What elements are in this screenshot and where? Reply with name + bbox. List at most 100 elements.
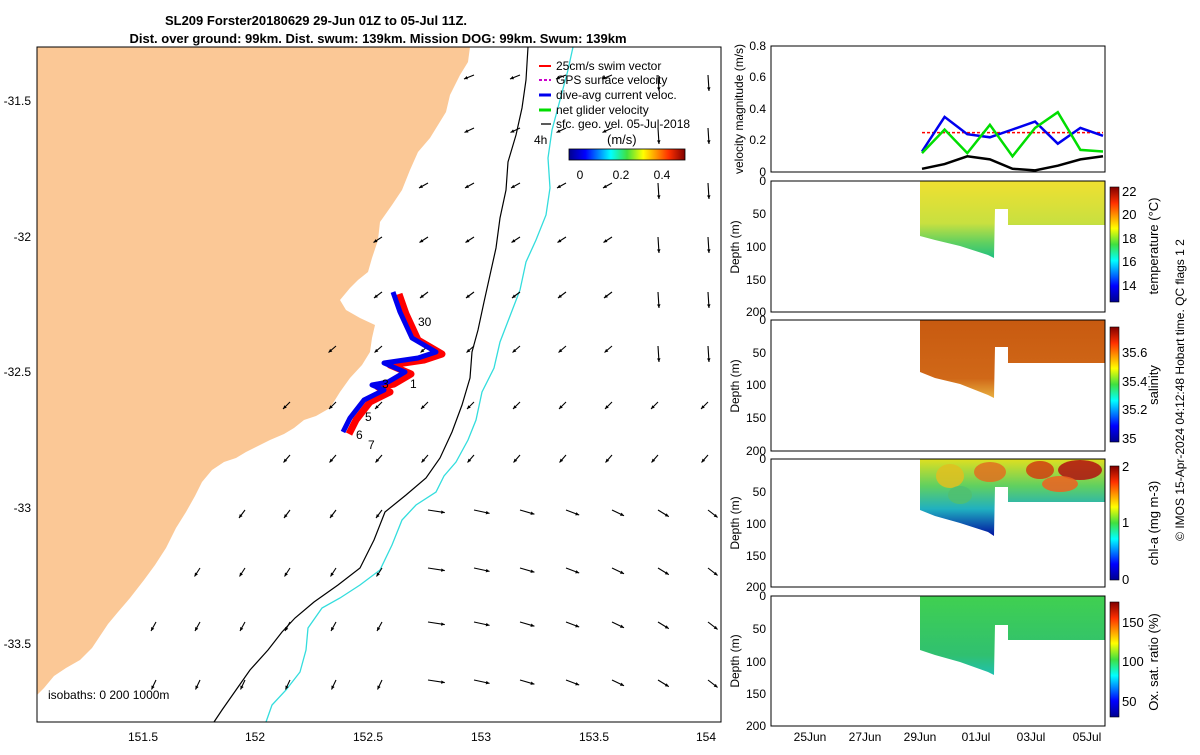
- velocity-arrowhead: [419, 184, 423, 188]
- chl-patch: [1058, 460, 1102, 480]
- velocity-arrowhead: [376, 572, 380, 577]
- velocity-arrowhead: [530, 569, 535, 573]
- vel-ytick-0: 0: [759, 165, 766, 179]
- velocity-line-geo: [921, 155, 1104, 172]
- time-tick-3: 01Jul: [962, 730, 991, 744]
- chla-panel: chl-a (mg m-3) 0 1 2 0 50 100 150 200 De…: [728, 452, 1161, 594]
- velocity-arrowhead: [657, 140, 661, 144]
- velocity-arrowhead: [329, 458, 334, 463]
- glider-track: [340, 291, 446, 436]
- velocity-arrowhead: [467, 405, 471, 409]
- legend-item-net: net glider velocity: [539, 103, 649, 117]
- chl-colorbar: [1109, 465, 1120, 581]
- legend-label-dive-avg: dive-avg current veloc.: [556, 88, 677, 102]
- title-line2: Dist. over ground: 99km. Dist. swum: 139…: [129, 31, 626, 46]
- velocity-arrowhead: [485, 622, 490, 627]
- velocity-arrowhead: [664, 513, 669, 517]
- velocity-arrowhead: [374, 348, 379, 353]
- velocity-arrowhead: [530, 681, 535, 685]
- velocity-arrowhead: [575, 570, 580, 574]
- time-tick-5: 05Jul: [1073, 730, 1102, 744]
- velocity-frame: [770, 45, 1106, 173]
- ox-ytick-4: 200: [746, 719, 766, 733]
- chl-cbar-tick-2: 2: [1122, 459, 1129, 474]
- day-label-7: 7: [368, 438, 375, 452]
- legend-item-swim: 25cm/s swim vector: [539, 59, 661, 73]
- velocity-arrowhead: [603, 239, 608, 243]
- vel-ytick-2: 0.4: [749, 102, 766, 116]
- velocity-arrowhead: [556, 129, 561, 133]
- velocity-line-net: [921, 110, 1104, 159]
- map-legend: 25cm/s swim vector GPS surface velocity …: [539, 59, 690, 131]
- velocity-arrowhead: [620, 570, 624, 574]
- ox-ytick-1: 50: [753, 622, 767, 636]
- temp-colorbar: [1109, 186, 1120, 303]
- chl-cbar-tick-0: 0: [1122, 572, 1129, 587]
- temp-cbar-tick-2: 18: [1122, 231, 1136, 246]
- velocity-arrowhead: [513, 458, 518, 463]
- velocity-arrowhead: [620, 512, 624, 516]
- chl-ytick-3: 150: [746, 549, 766, 563]
- ox-frame: [770, 595, 1106, 727]
- sal-cbar-tick-3: 35.6: [1122, 345, 1147, 360]
- velocity-arrowhead: [377, 685, 381, 690]
- time-tick-1: 27Jun: [849, 730, 882, 744]
- velocity-arrowhead: [510, 76, 514, 80]
- velocity-arrowhead: [651, 405, 655, 409]
- sal-ytick-2: 100: [746, 378, 766, 392]
- velocity-arrowhead: [604, 348, 609, 353]
- chl-patch: [1042, 476, 1078, 492]
- temp-ytick-0: 0: [759, 174, 766, 188]
- velocity-arrowhead: [375, 405, 379, 409]
- velocity-arrowhead: [657, 195, 661, 199]
- ox-ytick-0: 0: [759, 589, 766, 603]
- velocity-arrowhead: [558, 348, 563, 353]
- velocity-arrowhead: [602, 76, 606, 80]
- ox-cbar-label: Ox. sat. ratio (%): [1146, 613, 1161, 711]
- legend-label-swim: 25cm/s swim vector: [556, 59, 661, 73]
- map-colorbar-tick-0: 0: [577, 168, 584, 182]
- velocity-arrowhead: [664, 683, 669, 687]
- velocity-arrowhead: [330, 514, 334, 518]
- velocity-arrowhead: [559, 405, 563, 409]
- map-colorbar-tick-2: 0.4: [654, 168, 671, 182]
- map-xtick-5: 154: [696, 730, 716, 744]
- velocity-arrowhead: [377, 627, 381, 631]
- ox-cbar-tick-0: 50: [1122, 694, 1136, 709]
- sal-cbar-tick-2: 35.4: [1122, 374, 1147, 389]
- velocity-panel: 0 0.2 0.4 0.6 0.8 velocity magnitude (m/…: [732, 39, 1106, 179]
- velocity-arrowhead: [511, 239, 516, 243]
- ox-colorbar: [1109, 601, 1120, 718]
- isobaths-label: isobaths: 0 200 1000m: [48, 688, 169, 702]
- legend-item-geo: sfc. geo. vel. 05-Jul-2018: [541, 117, 690, 131]
- sal-frame: [770, 319, 1106, 452]
- chl-ytick-4: 200: [746, 580, 766, 594]
- velocity-arrowhead: [707, 358, 711, 362]
- velocity-arrowhead: [575, 682, 580, 686]
- velocity-arrowhead: [194, 572, 198, 577]
- vel-ylabel: velocity magnitude (m/s): [732, 44, 746, 174]
- vel-ytick-4: 0.8: [749, 39, 766, 53]
- legend-item-gps: GPS surface velocity: [539, 73, 667, 87]
- velocity-arrowhead: [530, 623, 535, 627]
- day-label-6: 6: [356, 428, 363, 442]
- velocity-arrowhead: [239, 572, 243, 577]
- day-label-3: 3: [382, 377, 389, 391]
- velocity-arrowhead: [151, 627, 155, 631]
- temp-ytick-3: 150: [746, 273, 766, 287]
- isobath-200m: [213, 46, 529, 723]
- velocity-arrowhead: [707, 304, 711, 308]
- chl-ytick-0: 0: [759, 452, 766, 466]
- temp-cbar-tick-4: 22: [1122, 184, 1136, 199]
- dive-avg-track: [340, 291, 439, 434]
- time-axis: 25Jun 27Jun 29Jun 01Jul 03Jul 05Jul: [794, 730, 1102, 744]
- velocity-arrowhead: [604, 294, 608, 298]
- map-xtick-1: 152: [245, 730, 265, 744]
- salinity-panel: salinity 35 35.2 35.4 35.6 0 50 100 150 …: [728, 313, 1161, 458]
- velocity-arrowhead: [240, 685, 244, 690]
- velocity-arrowhead: [713, 571, 718, 576]
- velocity-arrowhead: [467, 458, 472, 463]
- velocity-arrowhead: [195, 627, 199, 631]
- velocity-series: [920, 110, 1104, 172]
- temp-ytick-4: 200: [746, 305, 766, 319]
